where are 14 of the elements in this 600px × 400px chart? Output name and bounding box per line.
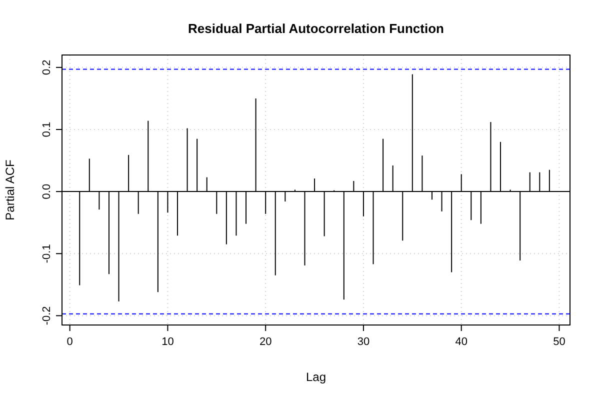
- y-tick-label: -0.1: [41, 244, 53, 264]
- x-axis-title: Lag: [306, 370, 326, 384]
- x-tick-label: 20: [259, 336, 272, 348]
- x-tick-label: 0: [66, 336, 73, 348]
- chart-title: Residual Partial Autocorrelation Function: [188, 21, 444, 36]
- x-tick-label: 10: [162, 336, 174, 348]
- y-tick-label: 0.2: [41, 60, 53, 76]
- y-tick-label: 0.0: [41, 184, 53, 200]
- x-tick-label: 40: [455, 336, 468, 348]
- y-tick-label: 0.1: [41, 122, 53, 138]
- y-axis-title: Partial ACF: [3, 160, 17, 220]
- x-tick-label: 50: [553, 336, 566, 348]
- y-tick-label: -0.2: [41, 306, 53, 326]
- x-tick-label: 30: [357, 336, 370, 348]
